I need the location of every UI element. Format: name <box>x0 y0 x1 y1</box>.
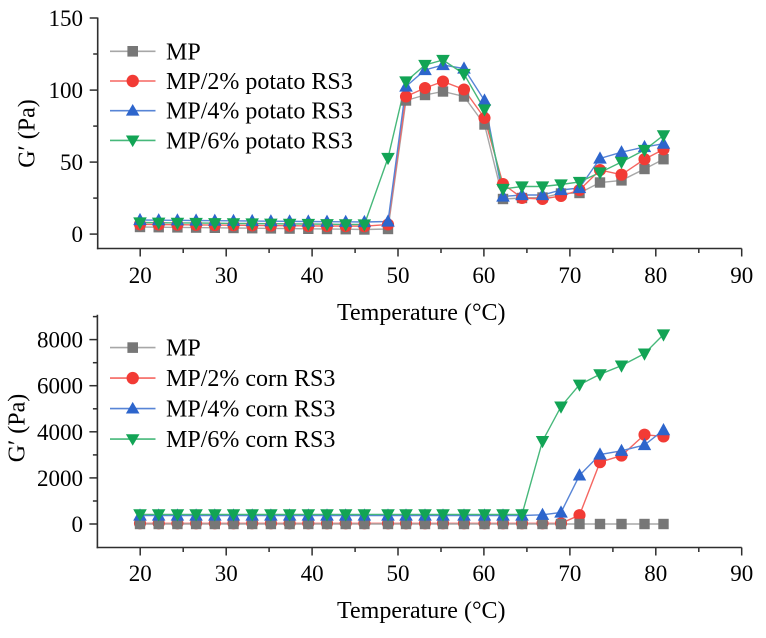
svg-text:0: 0 <box>72 512 84 537</box>
svg-text:MP: MP <box>166 336 201 362</box>
svg-text:60: 60 <box>472 561 495 586</box>
svg-text:80: 80 <box>644 263 667 288</box>
svg-text:Temperature (°C): Temperature (°C) <box>337 598 506 624</box>
svg-text:MP/2% potato RS3: MP/2% potato RS3 <box>166 69 353 95</box>
svg-text:40: 40 <box>301 263 324 288</box>
svg-text:90: 90 <box>730 263 753 288</box>
svg-text:MP/4% potato RS3: MP/4% potato RS3 <box>166 99 353 125</box>
svg-text:MP: MP <box>166 39 201 65</box>
svg-text:20: 20 <box>129 561 152 586</box>
svg-text:70: 70 <box>558 561 581 586</box>
svg-text:G′ (Pa): G′ (Pa) <box>15 99 41 168</box>
svg-text:100: 100 <box>49 78 84 103</box>
svg-text:150: 150 <box>49 6 84 31</box>
svg-text:2000: 2000 <box>37 466 83 491</box>
svg-text:50: 50 <box>387 263 410 288</box>
svg-text:30: 30 <box>215 561 238 586</box>
svg-text:8000: 8000 <box>37 328 83 353</box>
svg-text:40: 40 <box>301 561 324 586</box>
svg-text:50: 50 <box>60 150 83 175</box>
svg-text:6000: 6000 <box>37 374 83 399</box>
svg-text:80: 80 <box>644 561 667 586</box>
svg-text:0: 0 <box>72 222 84 247</box>
svg-text:MP/6% potato RS3: MP/6% potato RS3 <box>166 128 353 154</box>
svg-text:MP/4% corn RS3: MP/4% corn RS3 <box>166 397 335 423</box>
svg-text:30: 30 <box>215 263 238 288</box>
svg-text:4000: 4000 <box>37 420 83 445</box>
svg-text:G′ (Pa): G′ (Pa) <box>5 394 31 463</box>
svg-text:MP/6% corn RS3: MP/6% corn RS3 <box>166 427 335 453</box>
svg-text:60: 60 <box>472 263 495 288</box>
svg-text:90: 90 <box>730 561 753 586</box>
svg-text:MP/2% corn RS3: MP/2% corn RS3 <box>166 366 335 392</box>
svg-text:20: 20 <box>129 263 152 288</box>
svg-text:Temperature (°C): Temperature (°C) <box>337 300 506 326</box>
svg-text:70: 70 <box>558 263 581 288</box>
svg-text:50: 50 <box>387 561 410 586</box>
